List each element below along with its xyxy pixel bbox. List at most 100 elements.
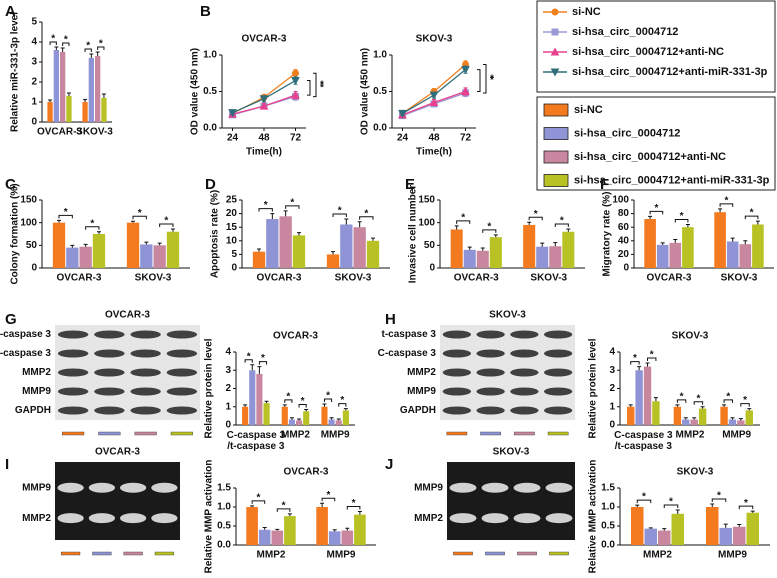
blot-row-label: t-caspase 3 <box>0 329 51 340</box>
x-tick-label: MMP2 <box>281 430 310 441</box>
blot-band <box>130 387 161 396</box>
blot-row-label: MMP9 <box>407 386 436 397</box>
error-bar <box>264 400 269 404</box>
y-tick-label: 150 <box>20 195 37 206</box>
y-tick-label: 0 <box>225 420 231 431</box>
x-tick-label: SKOV-3 <box>530 273 567 284</box>
error-bar <box>737 523 742 527</box>
blot-band <box>130 368 161 377</box>
significance-bracket <box>313 72 317 98</box>
blot-title: SKOV-3 <box>493 447 530 458</box>
blot-band <box>481 513 509 524</box>
bar <box>562 231 575 268</box>
error-bar <box>83 243 88 247</box>
x-tick-label: OVCAR-3 <box>37 127 82 138</box>
bar <box>652 401 660 425</box>
error-bar <box>250 364 255 371</box>
y-tick-label: 0.0 <box>601 540 615 551</box>
error-bar <box>685 223 690 228</box>
error-bar <box>345 527 350 531</box>
bar <box>281 406 288 425</box>
blot-row-label: MMP9 <box>22 386 51 397</box>
lane-marker <box>517 551 537 556</box>
blot-band <box>151 482 178 493</box>
panel-letter: C <box>5 176 16 193</box>
significance-label: * <box>64 35 68 46</box>
chart-title: SKOV-3 <box>677 467 714 478</box>
lane-marker <box>98 431 121 436</box>
blot-band <box>543 330 573 339</box>
lane-marker <box>485 551 505 556</box>
y-tick-label: 0.0 <box>203 123 217 134</box>
significance-label: * <box>338 206 342 217</box>
blot-band <box>476 330 505 339</box>
panel-letter: H <box>385 311 396 328</box>
y-tick-label: 1.0 <box>373 50 387 61</box>
blot-row-label: MMP2 <box>22 513 51 524</box>
x-tick-label: SKOV-3 <box>335 273 372 284</box>
blot-band <box>120 513 147 524</box>
blot-row-label: GAPDH <box>400 405 436 416</box>
y-axis-label: Relative protein level <box>588 338 599 438</box>
error-bar <box>101 93 106 98</box>
bar <box>246 507 258 545</box>
panel-letter: D <box>205 176 216 193</box>
legend-label: si-NC <box>574 104 603 116</box>
error-bar <box>722 404 727 407</box>
x-tick-label: MMP9 <box>718 550 747 561</box>
bar <box>47 102 53 122</box>
y-tick-label: 1.0 <box>217 502 231 513</box>
bar <box>95 56 101 122</box>
y-tick-label: 0 <box>231 263 237 274</box>
bar <box>288 419 295 425</box>
bar <box>714 212 726 268</box>
error-bar <box>297 418 302 421</box>
y-tick-label: 0 <box>623 263 629 274</box>
bar <box>635 370 643 425</box>
blot-band <box>166 330 198 339</box>
blot-band <box>57 387 89 396</box>
y-axis-label: Relative miR-331-3p level <box>10 12 21 132</box>
bar <box>536 246 549 268</box>
error-bar <box>527 221 532 225</box>
error-bar <box>628 404 633 407</box>
significance-label: * <box>743 395 747 406</box>
y-axis-label: OD value (450 nm) <box>360 48 371 135</box>
error-bar <box>675 404 680 407</box>
bar <box>671 513 684 545</box>
blot-band <box>543 387 573 396</box>
significance-label: * <box>696 393 700 404</box>
blot-band <box>57 368 89 377</box>
error-bar <box>89 53 94 58</box>
y-tick-label: 0.5 <box>217 521 231 532</box>
blot-band <box>543 406 573 415</box>
bar <box>92 234 106 268</box>
error-bar <box>645 362 650 367</box>
error-bar <box>287 513 292 517</box>
significance-bracket <box>284 399 293 403</box>
bar <box>690 419 698 425</box>
error-bar <box>83 99 88 102</box>
y-tick-label: 40 <box>618 235 630 246</box>
legend-marker <box>550 68 560 77</box>
significance-bracket <box>477 69 481 92</box>
error-bar <box>243 404 248 407</box>
significance-label: * <box>654 203 658 214</box>
error-bar <box>275 528 280 531</box>
lane-marker <box>514 431 535 436</box>
y-tick-label: 1.0 <box>203 50 217 61</box>
bar <box>340 224 353 268</box>
bar <box>296 420 303 425</box>
bar <box>631 507 644 545</box>
y-axis-label: Migratory rate (%) <box>602 191 613 276</box>
y-tick-label: 3 <box>609 365 615 376</box>
blot-title: SKOV-3 <box>489 310 526 321</box>
y-tick-label: 1.0 <box>601 502 615 513</box>
blot-band <box>481 482 509 493</box>
y-tick-label: 50 <box>424 240 436 251</box>
blot-band <box>57 406 89 415</box>
y-tick-label: 0.0 <box>373 123 387 134</box>
x-tick-label: OVCAR-3 <box>56 273 101 284</box>
error-bar <box>493 234 498 238</box>
bar <box>279 216 292 268</box>
